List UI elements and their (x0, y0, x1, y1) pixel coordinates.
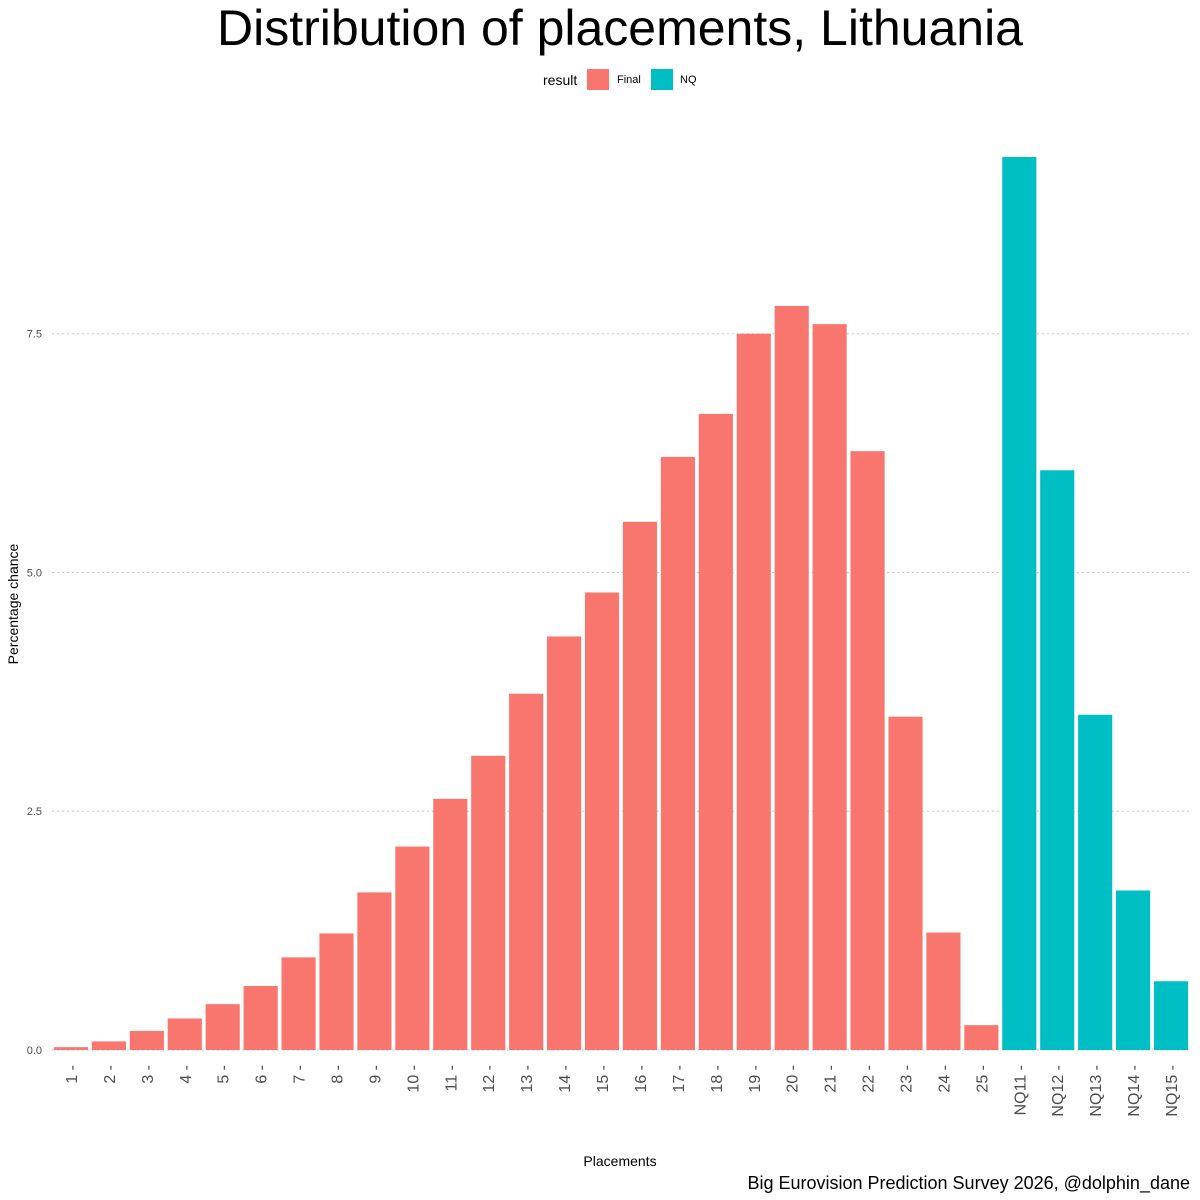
x-tick-label: NQ15 - (1164, 1065, 1181, 1117)
bar-4 (167, 1018, 202, 1050)
x-tick-label: 19 - (747, 1065, 764, 1093)
bars (53, 157, 1189, 1051)
y-tick-label: 0.0 (27, 1045, 42, 1057)
x-tick-label: 13 - (519, 1065, 536, 1093)
x-tick-label: 5 - (216, 1065, 233, 1084)
x-tick-label: NQ13 - (1088, 1065, 1105, 1117)
x-tick-label: 15 - (595, 1065, 612, 1093)
bar-23 (888, 716, 923, 1050)
x-tick-label: 21 - (823, 1065, 840, 1093)
bar-21 (812, 324, 847, 1050)
x-tick-label: 22 - (861, 1065, 878, 1093)
legend-swatch-final (587, 69, 609, 90)
x-tick-label: 1 - (64, 1065, 81, 1084)
bar-11 (433, 798, 468, 1050)
x-tick-label: 11 - (443, 1065, 460, 1091)
bar-18 (698, 413, 733, 1050)
bar-13 (509, 693, 544, 1050)
x-tick-label: 24 - (936, 1065, 953, 1093)
bar-17 (660, 456, 695, 1051)
legend: result Final NQ (543, 69, 697, 90)
legend-swatch-nq (651, 69, 673, 90)
x-tick-label: 9 - (367, 1065, 384, 1084)
bar-9 (357, 892, 392, 1050)
bar-25 (964, 1025, 999, 1050)
x-tick-label: NQ12 - (1050, 1065, 1067, 1117)
x-tick-label: 3 - (140, 1065, 157, 1084)
x-tick-label: 25 - (974, 1065, 991, 1093)
x-tick-label: 10 - (405, 1065, 422, 1093)
y-tick-label: 2.5 (27, 806, 42, 818)
x-tick-label: 2 - (102, 1065, 119, 1084)
x-tick-label: 17 - (671, 1065, 688, 1093)
x-tick-label: 20 - (785, 1065, 802, 1093)
bar-10 (395, 846, 430, 1050)
bar-7 (281, 957, 316, 1050)
x-tick-label: 14 - (557, 1065, 574, 1093)
bar-8 (319, 933, 354, 1050)
x-tick-label: 23 - (899, 1065, 916, 1093)
x-axis-ticks: 1 - 2 - 3 - 4 - 5 - 6 - 7 - 8 - 9 - 10 - 11 - 12 - 1… (64, 1065, 1181, 1117)
bar-5 (205, 1004, 240, 1050)
x-tick-label: 4 - (178, 1065, 195, 1084)
bar-1 (53, 1047, 89, 1050)
legend-label-final: Final (617, 74, 641, 86)
x-tick-label: 6 - (254, 1065, 271, 1084)
legend-title: result (543, 72, 577, 88)
bar-6 (243, 986, 278, 1050)
x-tick-label: 8 - (330, 1065, 347, 1084)
bar-19 (736, 333, 771, 1051)
x-tick-label: 16 - (633, 1065, 650, 1093)
x-tick-label: 7 - (292, 1065, 309, 1084)
bar-3 (129, 1030, 164, 1050)
bar-14 (547, 636, 582, 1050)
bar-nq15 (1153, 981, 1189, 1050)
bar-24 (926, 932, 961, 1050)
bar-nq13 (1078, 714, 1113, 1050)
bar-22 (850, 451, 885, 1051)
bar-12 (471, 755, 506, 1050)
bar-2 (91, 1041, 126, 1050)
x-tick-label: NQ14 - (1126, 1065, 1143, 1117)
y-tick-label: 5.0 (27, 567, 42, 579)
y-tick-label: 7.5 (27, 329, 42, 341)
legend-label-nq: NQ (680, 74, 697, 86)
bar-nq11 (1002, 157, 1037, 1050)
y-axis-ticks: 0.0 2.5 5.0 7.5 (27, 329, 42, 1057)
x-tick-label: 12 - (481, 1065, 498, 1093)
bar-16 (622, 521, 658, 1050)
x-axis-title: Placements (583, 1153, 656, 1169)
bar-15 (584, 592, 620, 1050)
chart-caption: Big Eurovision Prediction Survey 2026, @… (747, 1173, 1190, 1194)
bar-20 (774, 305, 809, 1050)
y-axis-title: Percentage chance (5, 543, 21, 664)
x-tick-label: NQ11 - (1012, 1065, 1029, 1115)
x-tick-label: 18 - (709, 1065, 726, 1093)
bar-nq12 (1040, 470, 1075, 1050)
bar-nq14 (1116, 890, 1151, 1050)
chart-title: Distribution of placements, Lithuania (217, 0, 1023, 56)
